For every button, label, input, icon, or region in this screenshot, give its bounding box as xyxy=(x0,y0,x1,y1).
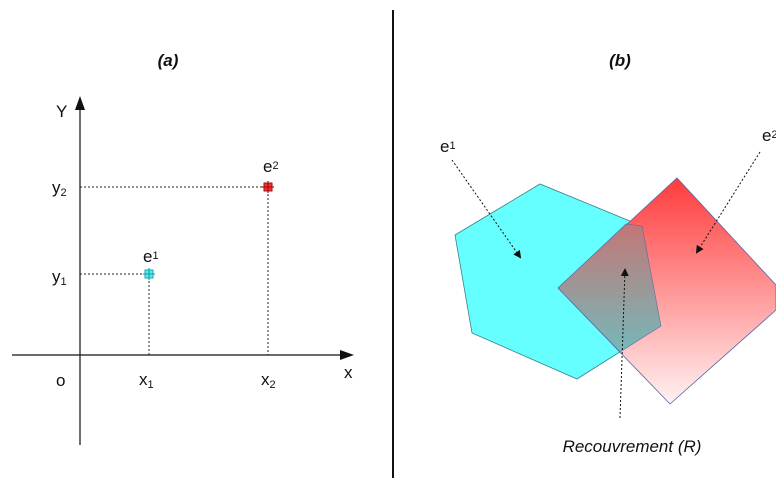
svg-text:e2: e2 xyxy=(263,157,279,176)
y1-tick-label: y1 xyxy=(52,267,67,288)
y2-tick-label: y2 xyxy=(52,178,67,199)
point-e2 xyxy=(262,181,274,193)
x-axis-label: x xyxy=(344,363,353,382)
panel-b-title: (b) xyxy=(609,51,631,70)
svg-text:y1: y1 xyxy=(52,267,67,288)
svg-text:x1: x1 xyxy=(139,370,154,391)
svg-text:e2: e2 xyxy=(762,126,776,145)
panel-b: (b) e1 e2 Recouvrement (R) xyxy=(440,51,776,456)
region-e2 xyxy=(557,177,776,405)
svg-text:e1: e1 xyxy=(440,137,456,156)
region-overlap xyxy=(557,223,662,353)
region-e1-label: e1 xyxy=(440,137,456,156)
x2-tick-label: x2 xyxy=(261,370,276,391)
svg-text:x2: x2 xyxy=(261,370,276,391)
origin-label: o xyxy=(56,371,65,390)
svg-text:e1: e1 xyxy=(143,247,159,266)
region-e2-label: e2 xyxy=(762,126,776,145)
point-e1 xyxy=(143,268,155,280)
x-axis-arrow xyxy=(340,350,354,360)
point-e2-label: e2 xyxy=(263,157,279,176)
panel-a: (a) Y x o y2 y1 x1 x2 xyxy=(12,51,354,445)
panel-a-title: (a) xyxy=(158,51,179,70)
overlap-pointer-arrow xyxy=(619,268,629,419)
overlap-caption: Recouvrement (R) xyxy=(563,437,702,456)
y-axis-label: Y xyxy=(56,102,67,121)
svg-text:y2: y2 xyxy=(52,178,67,199)
point-e1-label: e1 xyxy=(143,247,159,266)
x1-tick-label: x1 xyxy=(139,370,154,391)
y-axis-arrow xyxy=(75,96,85,110)
